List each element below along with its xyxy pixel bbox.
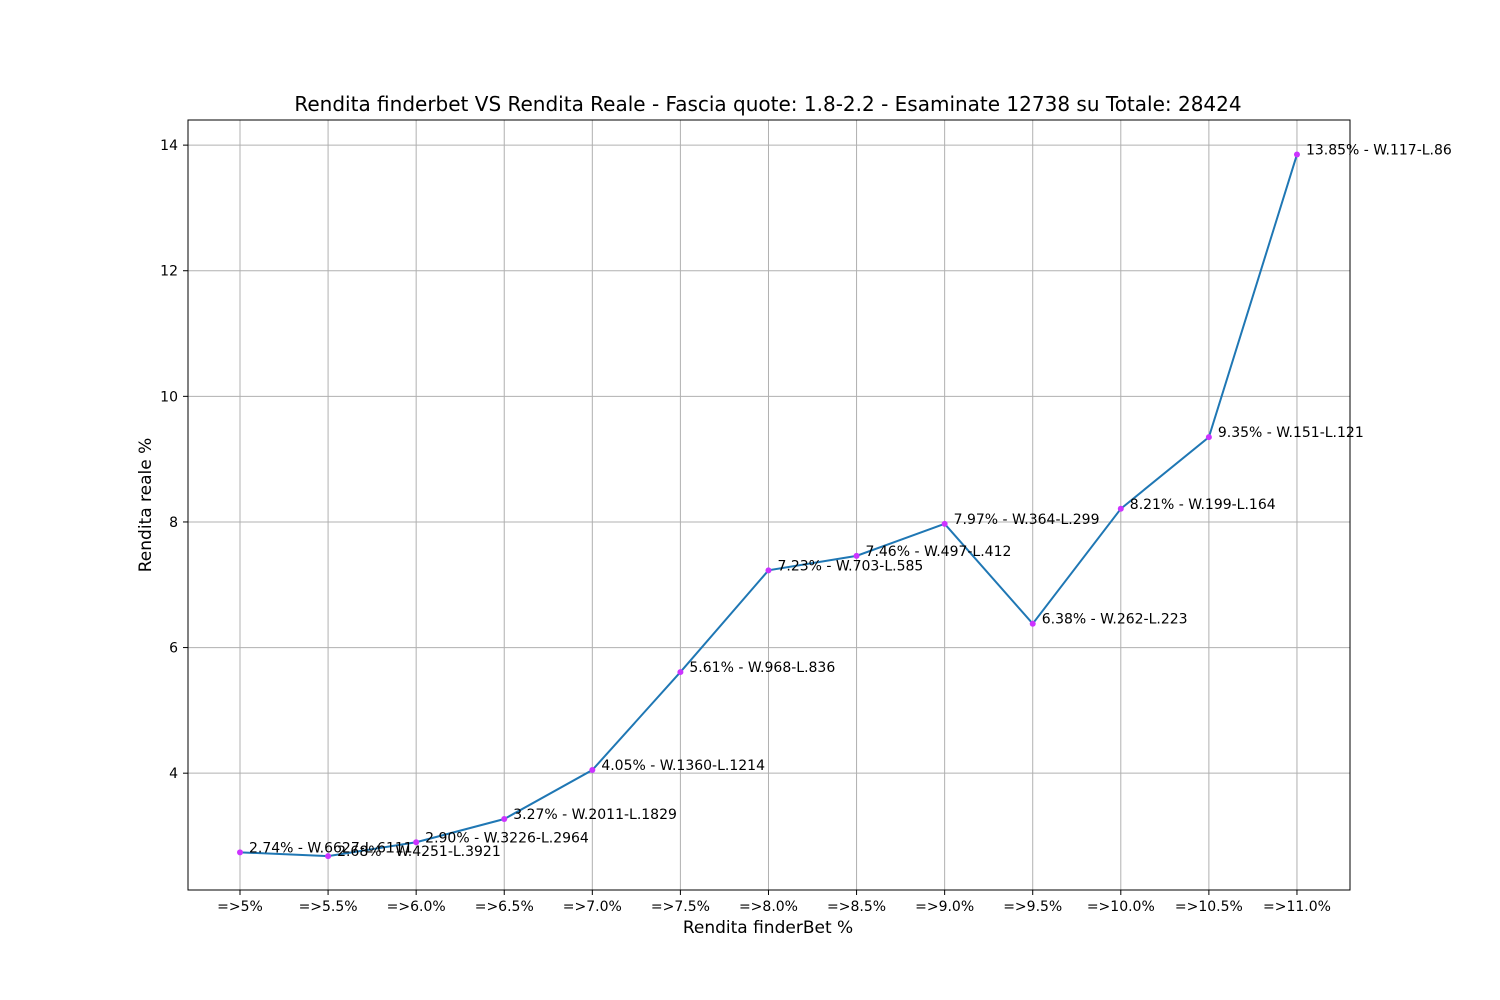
y-tick-label: 6 xyxy=(169,641,178,657)
ticks: =>5% =>5.5% =>6.0% =>6.5% =>7.0% =>7.5% =>8.0%… xyxy=(160,138,1331,915)
x-tick-label: =>8.5% xyxy=(827,899,886,915)
x-tick-label: =>6.5% xyxy=(475,899,534,915)
data-point xyxy=(941,520,948,527)
x-tick-label: =>8.0% xyxy=(739,899,798,915)
data-label: 8.21% - W.199-L.164 xyxy=(1130,497,1276,513)
grid xyxy=(188,120,1350,890)
y-tick-label: 14 xyxy=(160,138,178,154)
y-tick-label: 4 xyxy=(169,766,178,782)
x-tick-label: =>11.0% xyxy=(1263,899,1331,915)
data-point xyxy=(1029,620,1036,627)
data-label: 2.74% - W.6627-L.6111 xyxy=(249,840,413,856)
data-point xyxy=(853,552,860,559)
data-label: 7.23% - W.703-L.585 xyxy=(777,558,923,574)
data-point xyxy=(237,849,243,856)
data-label: 7.46% - W.497-L.412 xyxy=(866,544,1012,560)
data-point xyxy=(1117,505,1124,512)
data-point xyxy=(765,567,772,574)
data-label: 2.68% - W.4251-L.3921 xyxy=(337,844,501,860)
x-tick-label: =>9.0% xyxy=(915,899,974,915)
data-label: 7.97% - W.364-L.299 xyxy=(954,512,1100,528)
data-point xyxy=(325,853,332,860)
x-tick-label: =>5% xyxy=(217,899,263,915)
x-tick-label: =>7.0% xyxy=(563,899,622,915)
y-tick-label: 8 xyxy=(169,515,178,531)
data-point xyxy=(677,669,684,676)
y-tick-label: 12 xyxy=(160,264,178,280)
data-label: 9.35% - W.151-L.121 xyxy=(1218,425,1364,441)
data-point xyxy=(501,816,508,823)
data-point xyxy=(1205,434,1212,441)
x-tick-label: =>5.5% xyxy=(299,899,358,915)
x-tick-label: =>6.0% xyxy=(387,899,446,915)
x-axis-label: Rendita finderBet % xyxy=(683,918,853,938)
data-label: 2.90% - W.3226-L.2964 xyxy=(425,830,589,846)
data-label: 3.27% - W.2011-L.1829 xyxy=(513,807,677,823)
data-point xyxy=(589,767,596,774)
x-tick-label: =>7.5% xyxy=(651,899,710,915)
data-label: 6.38% - W.262-L.223 xyxy=(1042,612,1188,628)
x-tick-label: =>9.5% xyxy=(1003,899,1062,915)
x-tick-label: =>10.5% xyxy=(1175,899,1243,915)
plot-frame xyxy=(187,119,1351,891)
data-label: 5.61% - W.968-L.836 xyxy=(689,660,835,676)
data-label: 13.85% - W.117-L.86 xyxy=(1306,143,1452,159)
data-point xyxy=(1293,151,1300,158)
data-label: 4.05% - W.1360-L.1214 xyxy=(601,758,765,774)
data-point xyxy=(413,839,420,846)
chart-title: Rendita finderbet VS Rendita Reale - Fas… xyxy=(294,92,1241,116)
y-tick-label: 10 xyxy=(160,389,178,405)
y-axis-label: Rendita reale % xyxy=(136,438,156,573)
x-tick-label: =>10.0% xyxy=(1087,899,1155,915)
